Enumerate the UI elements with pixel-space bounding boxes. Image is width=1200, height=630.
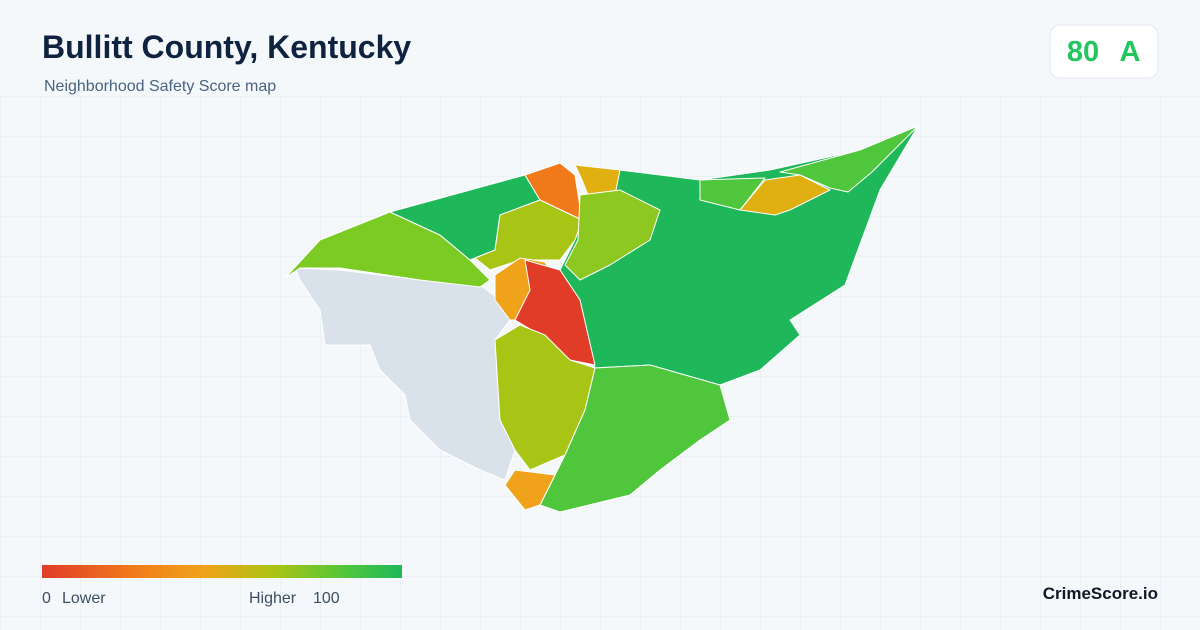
region — [504, 469, 556, 511]
legend-max-label: Higher — [249, 590, 297, 607]
page-subtitle: Neighborhood Safety Score map — [44, 78, 276, 95]
region — [564, 189, 661, 281]
region — [524, 162, 583, 221]
legend-min: 0 — [42, 590, 51, 607]
region — [739, 174, 831, 216]
legend-max: 100 — [313, 590, 340, 607]
legend-gradient — [42, 565, 402, 578]
score-badge — [1049, 24, 1159, 79]
brand: CrimeScore.io — [1043, 584, 1158, 603]
region-unscored — [294, 267, 516, 481]
legend-min-label: Lower — [62, 590, 106, 607]
score-grade: A — [1120, 36, 1141, 68]
page-title: Bullitt County, Kentucky — [42, 29, 411, 65]
region — [474, 199, 583, 271]
region — [539, 364, 731, 513]
score-value: 80 — [1067, 36, 1099, 68]
region — [284, 211, 491, 288]
county-map — [284, 125, 919, 513]
